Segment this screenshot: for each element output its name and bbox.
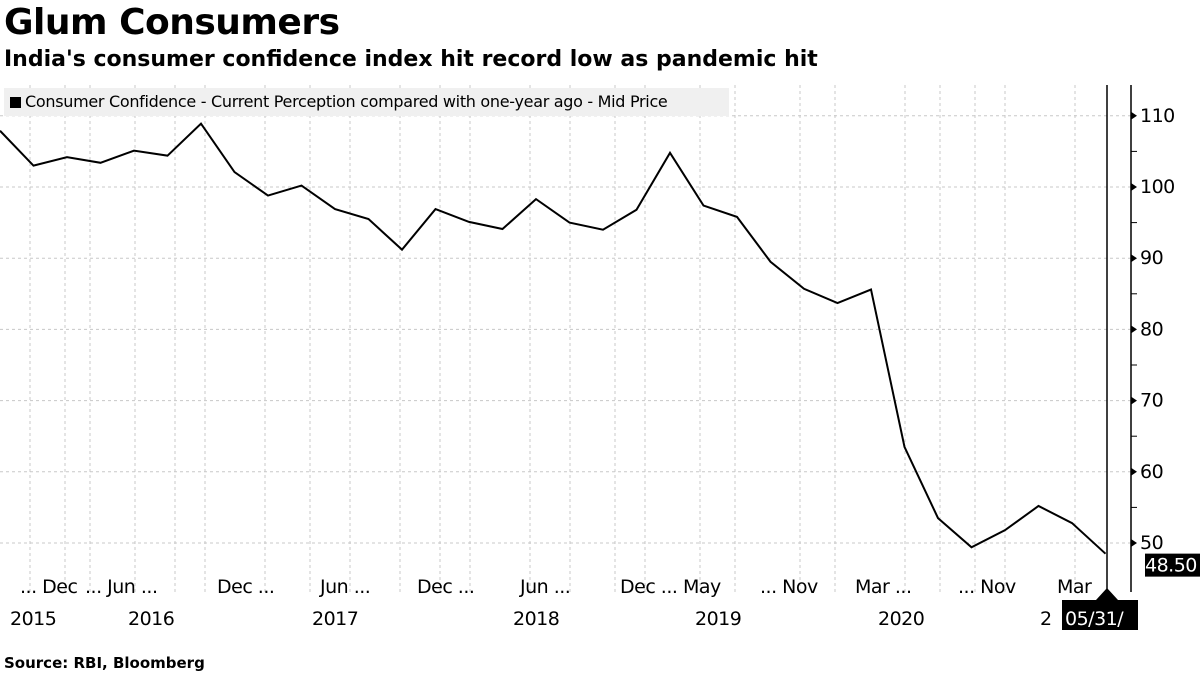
- last-value-badge: [1133, 553, 1200, 577]
- x-tick-label: ... Nov: [958, 576, 1016, 598]
- cursor-arrow: [1096, 588, 1118, 600]
- y-tick-label: 80: [1140, 318, 1163, 340]
- chart-title: Glum Consumers: [4, 2, 340, 43]
- y-tick-mark: [1131, 396, 1137, 405]
- x-tick-label: Dec ... May: [620, 576, 721, 598]
- x-tick-label: ... Nov: [760, 576, 818, 598]
- x-year-label: 2016: [128, 608, 174, 630]
- x-tick-label: Mar: [1057, 576, 1092, 598]
- legend-label: Consumer Confidence - Current Perception…: [25, 92, 668, 111]
- chart-subtitle: India's consumer confidence index hit re…: [4, 47, 818, 72]
- x-year-label: 2018: [513, 608, 559, 630]
- y-tick-label: 90: [1140, 247, 1163, 269]
- legend-swatch: [10, 97, 21, 108]
- cursor-date-label: 05/31/: [1065, 608, 1124, 630]
- y-tick-label: 70: [1140, 390, 1163, 412]
- series-line: [0, 122, 1107, 555]
- y-tick-mark: [1131, 539, 1137, 547]
- last-value-label: 48.50: [1145, 555, 1197, 577]
- x-year-label: 2019: [695, 608, 741, 630]
- y-tick-mark: [1131, 467, 1137, 476]
- x-year-label: 2015: [10, 608, 56, 630]
- source-note: Source: RBI, Bloomberg: [4, 654, 205, 672]
- legend: Consumer Confidence - Current Perception…: [4, 88, 729, 116]
- x-tick-label: ... Dec: [20, 576, 77, 598]
- y-tick-mark: [1131, 183, 1137, 191]
- y-tick-label: 60: [1140, 461, 1163, 483]
- x-tick-label: Dec ...: [217, 576, 274, 598]
- x-tick-label: Dec ...: [417, 576, 474, 598]
- y-tick-mark: [1131, 111, 1137, 120]
- cursor-date-box: [1062, 600, 1138, 630]
- x-tick-label: Mar ...: [855, 576, 912, 598]
- x-year-label: 2: [1040, 608, 1052, 630]
- y-tick-label: 50: [1140, 532, 1163, 554]
- x-year-label: 2017: [312, 608, 358, 630]
- x-tick-label: ... Jun ...: [85, 576, 158, 598]
- y-tick-mark: [1131, 325, 1137, 334]
- y-tick-label: 100: [1140, 176, 1175, 198]
- x-tick-label: Jun ...: [519, 576, 570, 598]
- x-tick-label: Jun ...: [319, 576, 370, 598]
- x-year-label: 2020: [878, 608, 924, 630]
- y-tick-mark: [1131, 254, 1137, 263]
- y-tick-label: 110: [1140, 105, 1175, 127]
